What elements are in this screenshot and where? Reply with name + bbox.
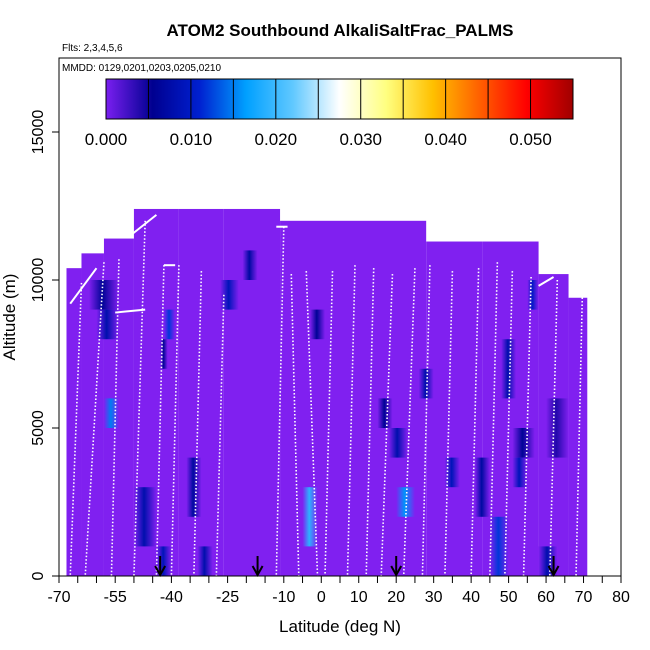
x-tick-label: 50	[500, 589, 518, 606]
heatmap-cell	[197, 546, 213, 576]
profile-line	[155, 265, 165, 576]
heatmap-cell	[512, 428, 535, 458]
arrow-head	[154, 565, 167, 578]
flights-subtitle: Flts: 2,3,4,5,6	[62, 43, 123, 54]
profile-line	[421, 265, 431, 576]
y-tick-label: 5000	[30, 410, 47, 446]
x-tick-label: -10	[272, 589, 295, 606]
heatmap-cell	[302, 487, 318, 547]
colorbar-tick-label: 0.040	[424, 130, 467, 149]
x-tick-label: 80	[612, 589, 630, 606]
x-tick-label: 60	[537, 589, 555, 606]
arrow-head	[547, 565, 560, 578]
profile-line	[215, 294, 225, 576]
profile-line	[402, 268, 416, 576]
colorbar-frame	[105, 78, 574, 120]
level-leg	[69, 267, 98, 305]
profile-line	[170, 265, 180, 576]
colorbar-tick-label: 0.020	[255, 130, 298, 149]
heatmap-cell	[163, 309, 176, 340]
level-leg	[115, 308, 146, 314]
x-tick-label: -40	[160, 589, 183, 606]
heatmap-cell	[512, 457, 528, 488]
x-axis-label: Latitude (deg N)	[279, 617, 401, 636]
colorbar-tick-label: 0.050	[509, 130, 552, 149]
profile-line	[522, 277, 532, 576]
heatmap-cell	[527, 280, 539, 310]
heatmap-cell	[546, 398, 569, 458]
heatmap-cells	[88, 250, 569, 576]
x-axis: -70 -55 -40 -25 -10 0 10 20 30 40 50 60 70 80	[47, 576, 630, 606]
x-tick-label: 10	[350, 589, 368, 606]
y-tick-label: 15000	[30, 110, 47, 155]
heatmap-cell	[418, 368, 434, 399]
profile-line	[549, 279, 559, 576]
x-tick-label: -25	[216, 589, 239, 606]
x-tick-label: 30	[425, 589, 443, 606]
x-tick-label: 70	[575, 589, 593, 606]
down-arrow	[154, 556, 167, 578]
level-leg	[568, 240, 584, 246]
y-tick-label: 10000	[30, 258, 47, 303]
background-region	[426, 241, 483, 576]
plot-area	[66, 208, 588, 576]
y-axis-label: Altitude (m)	[0, 274, 19, 361]
arrow-head	[390, 565, 403, 578]
chart-title: ATOM2 Southbound AlkaliSaltFrac_PALMS	[167, 21, 514, 40]
arrow-head	[251, 565, 264, 578]
colorbar: 0.000 0.010 0.020 0.030 0.040 0.050	[85, 78, 574, 149]
colorbar-tick-label: 0.010	[170, 130, 213, 149]
heatmap-cell	[96, 309, 119, 340]
y-axis: 0 5000 10000 15000	[30, 110, 59, 580]
heatmap-cell	[160, 339, 168, 369]
heatmap-cell	[444, 457, 460, 488]
down-arrow	[547, 556, 560, 578]
heatmap-cell	[501, 339, 517, 399]
flight-profiles	[69, 214, 585, 576]
heatmap-cell	[388, 428, 408, 458]
colorbar-tick-lines	[147, 79, 532, 119]
background-region	[178, 208, 224, 576]
heatmap-cell	[103, 398, 119, 428]
x-tick-label: 20	[387, 589, 405, 606]
profile-line	[470, 268, 480, 576]
heatmap-cell	[377, 398, 393, 428]
x-tick-label: -70	[47, 589, 70, 606]
heatmap-cell	[242, 250, 258, 280]
heatmap-cell	[186, 457, 202, 517]
profile-line	[275, 226, 285, 576]
background-region	[66, 268, 82, 576]
x-tick-label: -55	[104, 589, 127, 606]
profile-line	[346, 265, 356, 576]
down-arrow	[251, 556, 264, 578]
dates-subtitle: MMDD: 0129,0201,0203,0205,0210	[62, 63, 221, 74]
heatmap-cell	[88, 280, 119, 310]
background-region	[568, 297, 588, 576]
heatmap-cell	[310, 309, 326, 340]
colorbar-tick-label: 0.030	[339, 130, 382, 149]
colorbar-tick-labels: 0.000 0.010 0.020 0.030 0.040 0.050	[85, 130, 552, 149]
down-arrow	[390, 556, 403, 578]
profile-line	[380, 274, 394, 576]
latitude-arrows	[154, 556, 560, 578]
profile-line	[290, 274, 300, 576]
colorbar-tick-label: 0.000	[85, 130, 128, 149]
level-leg	[129, 214, 158, 237]
heatmap-cell	[133, 487, 157, 547]
heatmap-cell	[474, 457, 490, 517]
colorbar-gradient	[106, 79, 573, 119]
heatmap-cell	[220, 280, 239, 310]
heatmap-cell	[489, 516, 509, 576]
profile-line	[365, 268, 375, 576]
heatmap-cell	[396, 487, 415, 517]
x-tick-label: 40	[462, 589, 480, 606]
y-tick-label: 0	[30, 571, 47, 580]
level-leg	[538, 276, 555, 287]
x-tick-label: 0	[317, 589, 326, 606]
